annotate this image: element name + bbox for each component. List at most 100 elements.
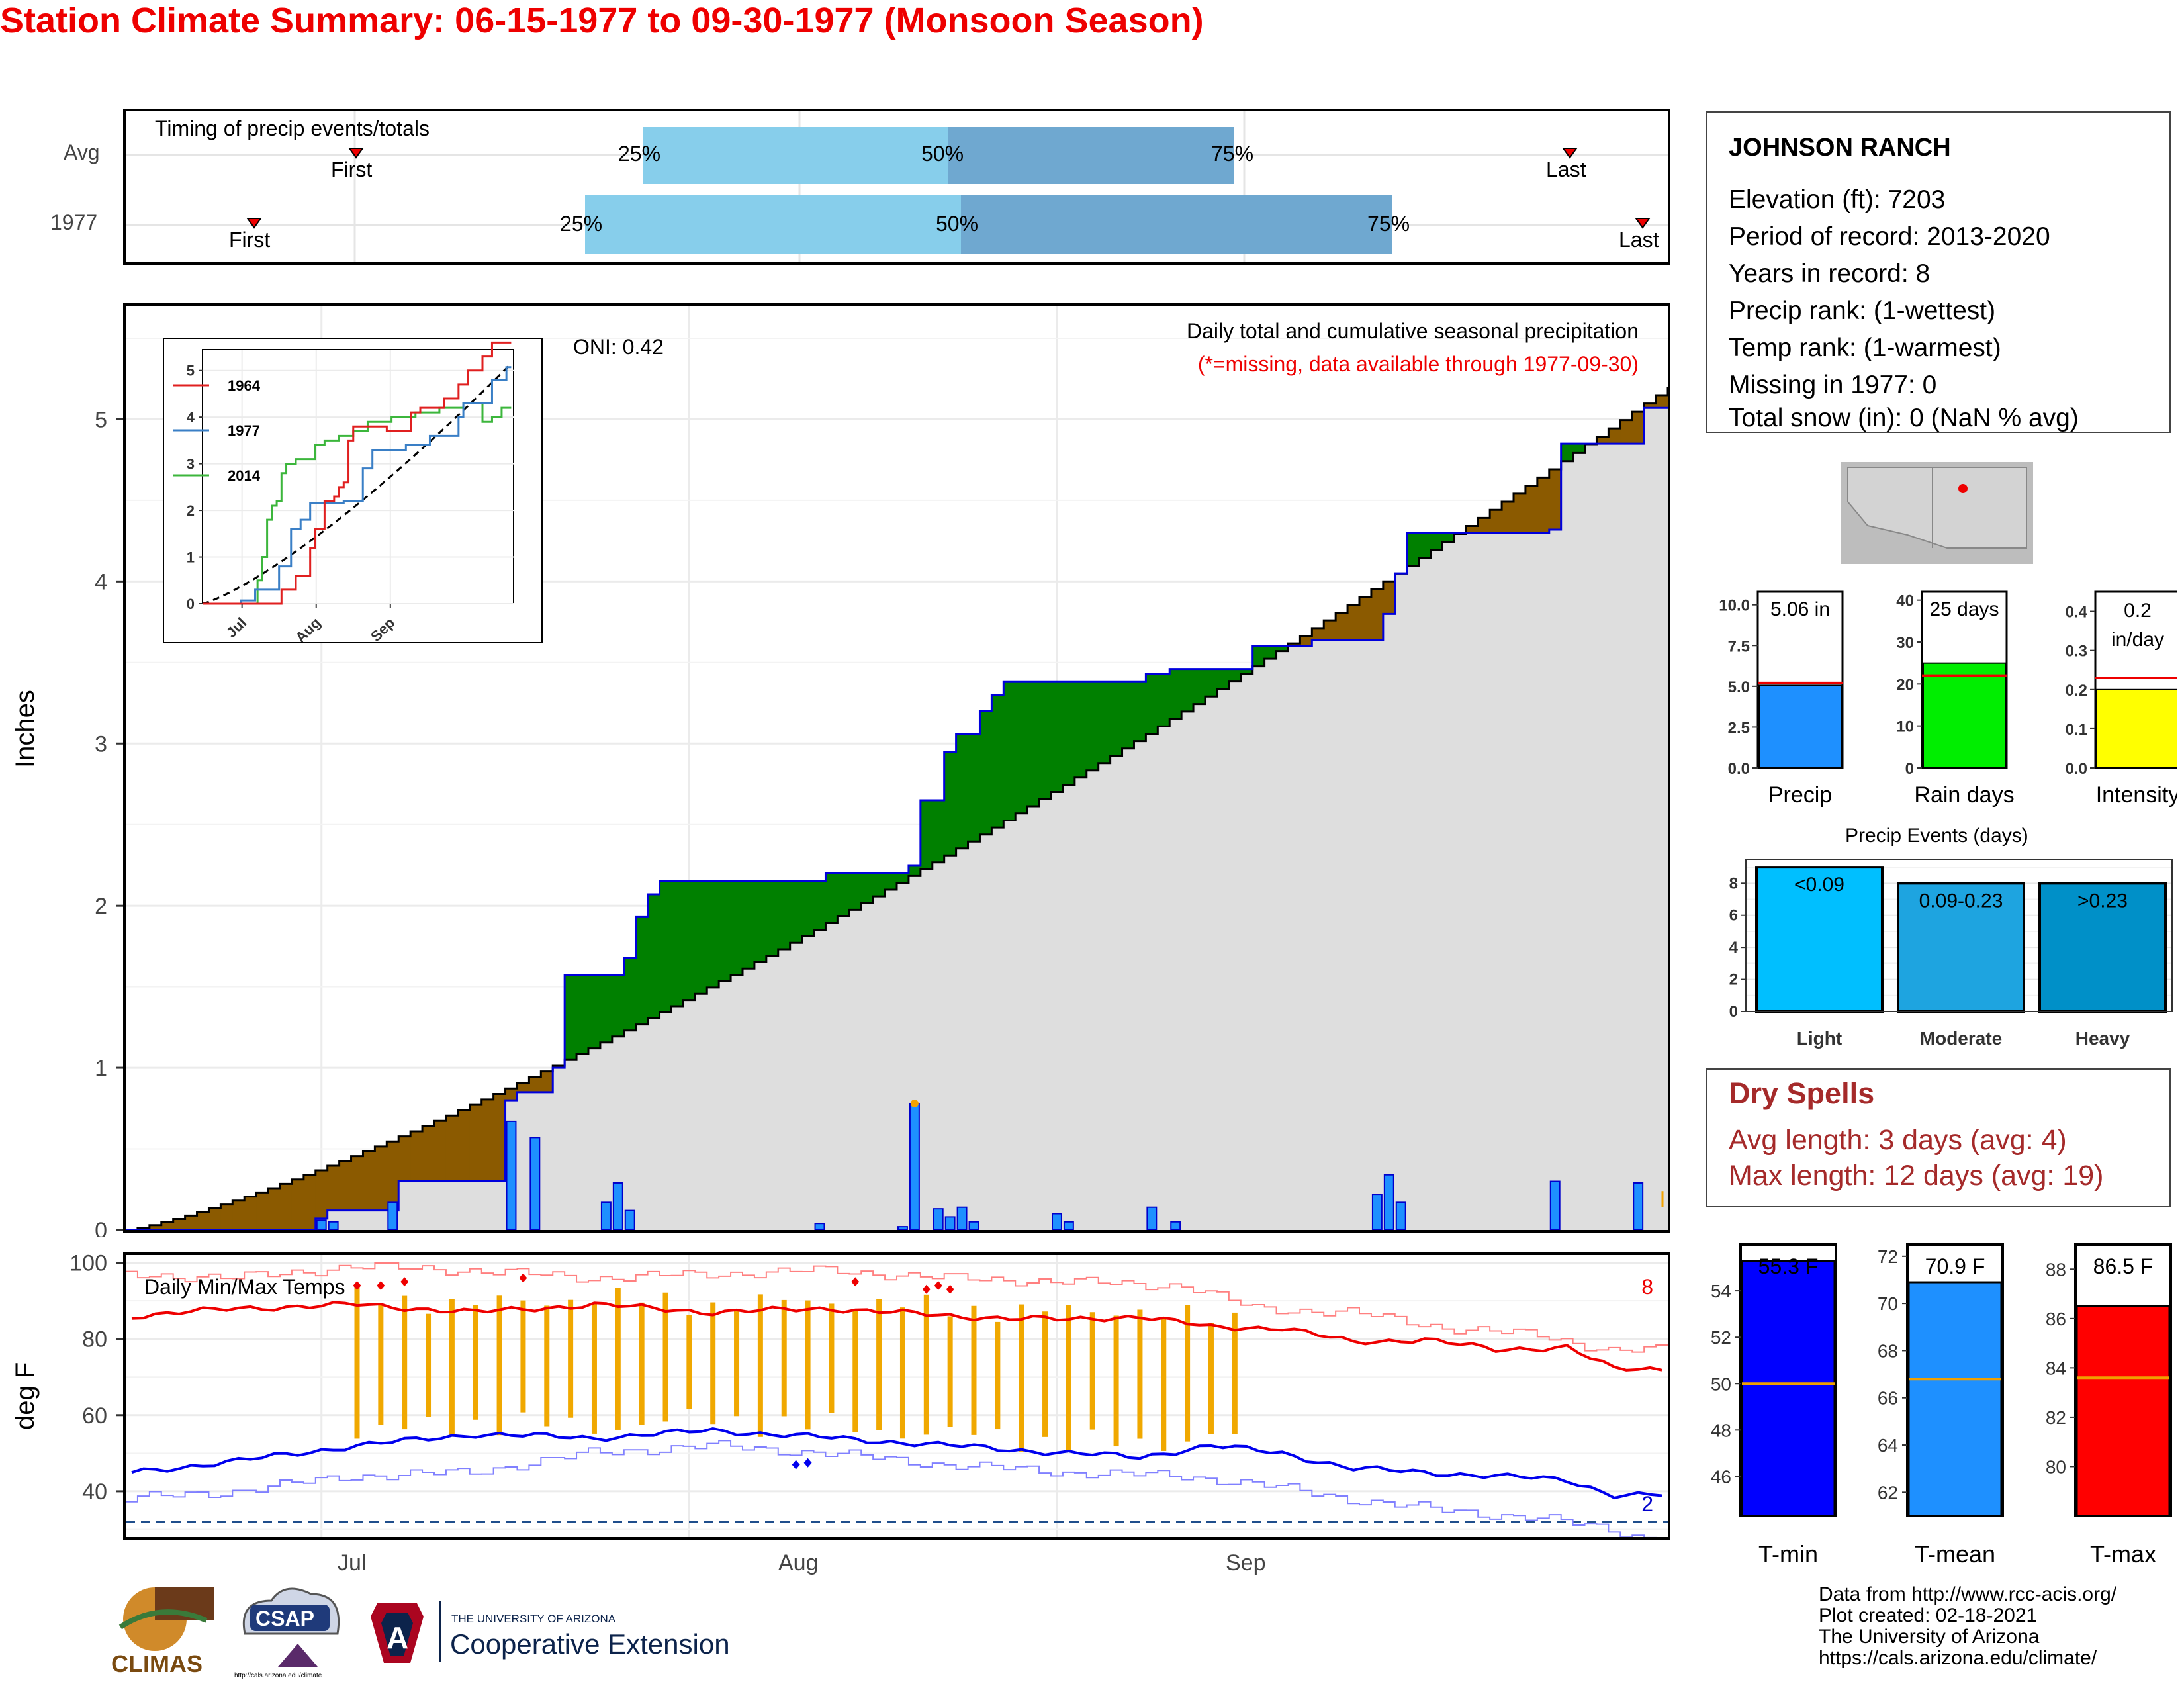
temp-bar-label: T-max xyxy=(2090,1540,2156,1568)
daily-precip-bar xyxy=(933,1208,944,1230)
events-bar xyxy=(1897,882,2025,1013)
station-elevation: Elevation (ft): 7203 xyxy=(1729,185,1946,214)
precip-y-axis: 0 1 2 3 4 5 xyxy=(95,407,123,1237)
precip-difference-band xyxy=(469,1105,482,1182)
inset-line-1977 xyxy=(203,366,512,605)
station-years: Years in record: 8 xyxy=(1729,259,1931,288)
oni-label: ONI: 0.42 xyxy=(573,335,664,359)
temp-bar-tick-label: 62 xyxy=(1878,1482,1898,1503)
precip-base-area xyxy=(1252,666,1265,1230)
daily-temp-range-bar xyxy=(496,1295,502,1436)
precip-base-area xyxy=(1193,704,1206,1230)
precip-base-area xyxy=(813,929,827,1230)
daily-precip-bar xyxy=(316,1219,327,1230)
daily-temp-range-bar xyxy=(805,1300,811,1430)
precip-y-tick-label: 5 xyxy=(95,407,107,432)
inset-avg-line xyxy=(202,365,510,605)
inset-x-tick-label: Jul xyxy=(223,614,250,641)
daily-precip-bar xyxy=(328,1221,339,1230)
tmax-record-marker xyxy=(934,1281,942,1291)
precip-base-area xyxy=(1394,573,1408,1230)
precip-difference-band xyxy=(1062,682,1075,785)
mini-bar-value-unit: in/day xyxy=(2111,629,2164,651)
precip-base-area xyxy=(1561,461,1574,1230)
temp-bar-tick-label: 86 xyxy=(2046,1309,2066,1329)
precip-difference-band xyxy=(232,1200,245,1230)
precip-difference-band xyxy=(647,894,660,1019)
temp-y-axis: 40 60 80 100 xyxy=(69,1252,123,1505)
avg-q2-bar xyxy=(948,127,1234,184)
daily-precip-bar xyxy=(944,1216,956,1230)
precip-base-area xyxy=(1074,777,1087,1230)
tmax-record-marker xyxy=(519,1273,527,1283)
precip-base-area xyxy=(849,910,862,1230)
mini-bar-tick-label: 0.3 xyxy=(2066,643,2087,661)
precip-base-area xyxy=(1122,748,1135,1230)
precip-base-area xyxy=(1454,534,1467,1230)
station-location-marker xyxy=(1958,484,1968,493)
precip-base-area xyxy=(837,916,850,1230)
precip-difference-band xyxy=(790,881,803,943)
precip-difference-band xyxy=(505,1088,518,1101)
precip-base-area xyxy=(445,1181,459,1230)
precip-difference-band xyxy=(149,1225,162,1230)
temp-bar-tick-label: 54 xyxy=(1711,1281,1731,1301)
precip-base-area xyxy=(1442,541,1455,1230)
precip-base-area xyxy=(600,1042,613,1230)
precip-base-area xyxy=(635,1024,649,1230)
precip-base-area xyxy=(1264,659,1277,1230)
obs-last-marker xyxy=(1635,218,1651,229)
precip-base-area xyxy=(979,834,992,1230)
chart-title: Station Climate Summary: 06-15-1977 to 0… xyxy=(0,1,1204,40)
daily-temp-range-bar xyxy=(520,1300,526,1413)
daily-temp-range-bar xyxy=(829,1303,835,1413)
precip-difference-band xyxy=(1288,643,1300,647)
climas-logo: CLIMAS xyxy=(111,1587,214,1677)
footer-created: Plot created: 02-18-2021 xyxy=(1819,1605,2038,1626)
daily-precip-bar xyxy=(814,1223,825,1230)
precip-difference-band xyxy=(1240,669,1253,675)
station-name: JOHNSON RANCH xyxy=(1729,134,1951,162)
temp-bar-tick-label: 70 xyxy=(1878,1293,1898,1314)
precip-difference-band xyxy=(1502,502,1514,533)
mini-bar-label: Precip xyxy=(1768,782,1832,808)
precip-base-area xyxy=(968,841,981,1230)
precip-difference-band xyxy=(1228,669,1242,682)
inset-x-tick-label: Sep xyxy=(367,614,398,642)
temp-bar-value-label: 55.3 F xyxy=(1758,1254,1819,1278)
precip-difference-band xyxy=(979,711,992,835)
precip-base-area xyxy=(873,896,886,1230)
precip-base-area xyxy=(1549,529,1562,1230)
precip-base-area xyxy=(825,923,838,1230)
precip-difference-band xyxy=(1146,673,1158,734)
precip-difference-band xyxy=(1158,673,1170,727)
daily-temp-range-bar xyxy=(1137,1309,1143,1439)
daily-temp-range-bar xyxy=(734,1310,740,1417)
obs-first-marker xyxy=(246,218,262,229)
mini-bar-value-label: 25 days xyxy=(1929,598,1999,620)
daily-precip-bar xyxy=(909,1102,920,1230)
precip-difference-band xyxy=(410,1131,423,1182)
precip-base-area xyxy=(410,1181,423,1230)
tmax-record-marker xyxy=(353,1281,361,1291)
daily-temp-range-bar xyxy=(781,1299,787,1417)
precip-base-area xyxy=(1240,674,1253,1230)
daily-temp-range-bar xyxy=(1208,1323,1214,1434)
avg-first-marker xyxy=(348,148,364,159)
precip-base-area xyxy=(991,827,1004,1230)
daily-precip-bar xyxy=(1170,1221,1181,1230)
precip-difference-band xyxy=(612,975,625,1037)
precip-difference-band xyxy=(1324,620,1336,640)
temp-panel-title: Daily Min/Max Temps xyxy=(144,1275,345,1299)
daily-temp-range-bar xyxy=(757,1294,763,1437)
precip-base-area xyxy=(778,949,791,1230)
ua-name: THE UNIVERSITY OF ARIZONA xyxy=(451,1613,616,1625)
precip-difference-band xyxy=(766,881,779,956)
precip-difference-band xyxy=(1086,682,1099,771)
daily-temp-range-bar xyxy=(426,1313,432,1417)
precip-base-area xyxy=(766,955,779,1230)
precip-difference-band xyxy=(695,881,707,994)
temp-bar-value xyxy=(1907,1281,2003,1517)
precip-base-area xyxy=(363,1210,375,1230)
daily-temp-range-bar xyxy=(449,1299,455,1437)
